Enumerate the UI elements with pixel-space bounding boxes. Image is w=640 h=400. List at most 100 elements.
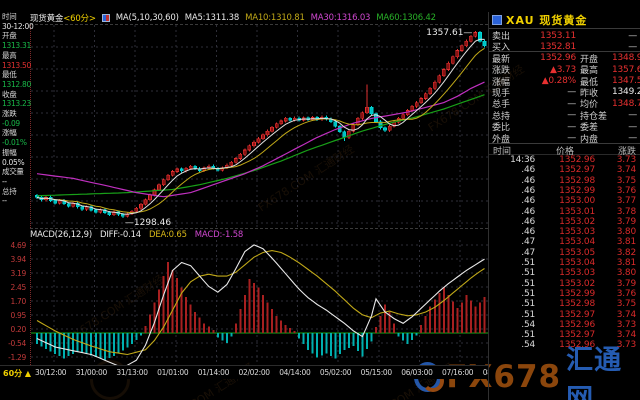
ohlc-sidebar: 时间 30-12:00 开盘 1313.31 最高 1313.50 最低 1312.80 收盘 1… (0, 12, 34, 228)
time-axis-label: 08/04:00 (482, 368, 488, 377)
ma60-value: MA60:1306.42 (376, 13, 436, 23)
tape-header: 时间 价格 涨跌 (489, 142, 640, 157)
sidebar-field-label: 最高 (2, 50, 17, 60)
macd-dea-value: DEA:0.65 (149, 229, 187, 240)
tape-row: .51 1353.03 3.80 (521, 268, 636, 279)
sidebar-field-label: 振幅 (2, 147, 17, 157)
time-axis: 60分 ▲ 30/12:00 31/00:00 31/13:00 01/01:00 01… (0, 365, 488, 379)
tape-row: .46 1353.02 3.79 (521, 216, 636, 227)
sidebar-field-label: 最低 (2, 70, 17, 80)
sidebar-field-value: 30-12:00 (2, 21, 34, 31)
symbol-name: XAU 现货黄金 (506, 14, 588, 27)
tape-row: .46 1353.03 3.80 (521, 227, 636, 238)
time-axis-label: 06/03:00 (401, 368, 433, 377)
chart-type-icon[interactable] (101, 14, 110, 22)
tape-row: .47 1353.05 3.82 (521, 247, 636, 258)
sidebar-field-value: -0.09 (2, 118, 20, 128)
tape-col-change: 涨跌 (617, 146, 636, 157)
macd-params: MACD(26,12,9) (30, 229, 92, 240)
time-axis-label: 30/12:00 (35, 368, 67, 377)
sidebar-field-value: -0.01% (2, 138, 27, 148)
tape-col-price: 价格 (555, 146, 574, 157)
tape-row: .51 1352.97 3.74 (521, 330, 636, 341)
time-axis-label: 05/02:00 (319, 368, 352, 377)
tape-row: .46 1352.98 3.75 (521, 175, 636, 186)
tape-row: .51 1353.02 3.79 (521, 278, 636, 289)
quote-panel: XAU 现货黄金 卖出 1353.11— 买入 1352.81— 最新 1352.96 开盘… (488, 12, 640, 400)
macd-axis-label: 0.20 (10, 325, 27, 334)
ma10-value: MA10:1310.81 (245, 13, 305, 23)
tape-row: .51 1353.04 3.81 (521, 258, 636, 269)
time-axis-label: 04/14:00 (279, 368, 311, 377)
ma-settings: MA(5,10,30,60) (115, 13, 179, 23)
macd-axis-label: -1.29 (8, 353, 26, 362)
sidebar-field-value: -- (2, 176, 7, 186)
tape-row: .46 1353.01 3.78 (521, 206, 636, 217)
tape-row: .51 1352.99 3.76 (521, 288, 636, 299)
sidebar-field-label: 总持 (2, 186, 17, 196)
sidebar-field-value: -- (2, 196, 7, 206)
high-price-marker: 1357.61— (426, 28, 472, 38)
quote-row: 买入 1352.81— (489, 40, 640, 53)
macd-axis-label: 3.94 (10, 255, 27, 264)
tape-row: 14:36 1352.96 3.73 (510, 155, 636, 166)
ma-info-bar: 现货黄金<60分> MA(5,10,30,60) MA5:1311.38 MA1… (30, 12, 488, 25)
sidebar-field-value: 1313.23 (2, 99, 31, 109)
tape-col-time: 时间 (493, 146, 512, 157)
sidebar-field-label: 涨跌 (2, 109, 17, 119)
tape-row: .51 1352.97 3.74 (521, 309, 636, 320)
time-axis-label: 07/16:00 (442, 368, 474, 377)
sidebar-field-value: 1312.80 (2, 79, 31, 89)
tape-row: .54 1352.96 3.73 (521, 340, 636, 351)
sidebar-field-value: 1313.50 (2, 60, 31, 70)
sidebar-field-label: 开盘 (2, 31, 17, 41)
tape-row: .46 1352.97 3.74 (521, 165, 636, 176)
macd-header: MACD(26,12,9) DIFF:-0.14 DEA:0.65 MACD:-… (30, 228, 488, 240)
time-axis-label: 31/00:00 (75, 368, 108, 377)
macd-y-axis: 4.69 3.94 3.19 2.45 1.70 0.95 0.20 -0.54 -1.29 (0, 240, 28, 365)
ma5-value: MA5:1311.38 (184, 13, 240, 23)
app-icon[interactable] (492, 15, 502, 25)
quote-row: 总持 — 持仓差 — (492, 110, 637, 122)
low-price-marker: —1298.46 (125, 218, 171, 228)
macd-axis-label: 2.45 (10, 283, 27, 292)
sidebar-field-value: 1313.31 (2, 41, 31, 51)
macd-chart[interactable] (30, 240, 488, 369)
sidebar-field-label: 涨幅 (2, 128, 17, 138)
period-tab[interactable]: 60分 ▲ (3, 369, 32, 378)
tape-row: .47 1353.04 3.81 (521, 237, 636, 248)
sidebar-field-label: 成交量 (2, 167, 24, 177)
macd-axis-label: 0.95 (10, 311, 27, 320)
main-price-chart[interactable]: 1357.61— —1298.46 (30, 25, 488, 228)
quote-row: 卖出 1353.11— (492, 30, 637, 43)
sidebar-field-value: 0.05% (2, 157, 25, 167)
time-axis-label: 01/01:00 (157, 368, 189, 377)
macd-axis-label: 4.69 (10, 241, 27, 250)
macd-axis-label: -0.54 (8, 339, 26, 348)
time-axis-label: 01/14:00 (197, 368, 230, 377)
macd-axis-label: 3.19 (10, 269, 27, 278)
quote-panel-title: XAU 现货黄金 (489, 12, 640, 29)
time-axis-label: 02/02:00 (238, 368, 271, 377)
sidebar-field-label: 时间 (2, 12, 17, 21)
time-axis-label: 05/15:00 (360, 368, 393, 377)
symbol-title: 现货黄金<60分> (30, 14, 96, 24)
macd-value: MACD:-1.58 (194, 229, 244, 240)
ma30-value: MA30:1316.03 (310, 13, 371, 23)
macd-diff-value: DIFF:-0.14 (99, 229, 141, 240)
quote-row: 外盘 — 内盘 — (492, 133, 637, 145)
macd-axis-label: 1.70 (10, 297, 27, 306)
time-axis-label: 31/13:00 (116, 368, 148, 377)
tape-row: .54 1352.96 3.73 (521, 319, 636, 330)
quote-row: 委比 — 委差 — (492, 121, 637, 134)
tape-row: .46 1353.00 3.77 (521, 196, 636, 207)
sidebar-field-label: 收盘 (2, 89, 17, 99)
tape-row: .51 1352.98 3.75 (521, 299, 636, 310)
tape-row: .46 1352.99 3.76 (521, 185, 636, 196)
